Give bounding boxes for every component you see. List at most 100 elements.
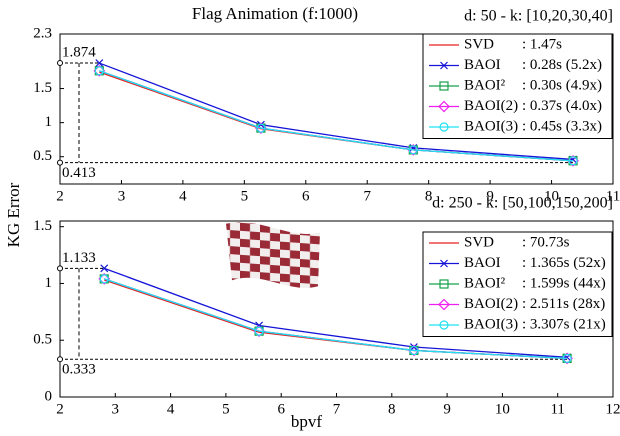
marker-stroke: [440, 61, 448, 70]
marker: [100, 264, 109, 273]
marker-shape: [94, 66, 104, 76]
x-tick-label: 7: [363, 188, 371, 204]
legend-label: SVD: [464, 234, 494, 250]
marker: [568, 156, 578, 166]
y-tick-label: 1.5: [33, 218, 52, 234]
series-line: [104, 278, 568, 360]
legend-label: BAOI²: [464, 275, 506, 291]
marker: [439, 320, 449, 330]
marker: [440, 259, 448, 268]
legend-label: BAOI²: [464, 77, 506, 93]
marker: [562, 353, 572, 363]
x-tick-label: 6: [277, 401, 285, 417]
legend-label: BAOI(3): [464, 118, 518, 134]
legend-timing: : 3.307s (21x): [522, 316, 606, 332]
marker-shape: [439, 122, 449, 132]
legend-timing: : 0.37s (4.0x): [522, 98, 602, 114]
x-tick-label: 9: [443, 401, 451, 417]
legend-timing: : 70.73s: [522, 234, 570, 250]
marker: [408, 145, 418, 155]
y-tick-label: 1.5: [33, 80, 52, 96]
marker: [438, 298, 450, 311]
marker: [440, 61, 448, 70]
legend-timing: : 1.47s: [522, 36, 562, 52]
annotation-label: 0.333: [62, 362, 96, 378]
x-tick-label: 5: [241, 188, 249, 204]
flag-image: [226, 222, 320, 288]
y-axis-label: KG Error: [4, 182, 23, 247]
y-tick-label: 0.5: [33, 148, 52, 164]
x-tick-label: 6: [302, 188, 310, 204]
annotation-dot: [57, 159, 63, 166]
x-tick-label: 9: [486, 188, 494, 204]
legend-label: BAOI: [464, 255, 501, 271]
marker-stroke: [100, 264, 109, 273]
marker: [438, 100, 450, 113]
y-tick-label: 0.5: [33, 332, 52, 348]
x-tick-label: 11: [606, 188, 620, 204]
y-tick-label: 0: [45, 388, 53, 404]
marker: [95, 59, 104, 67]
plot-frame: [59, 33, 614, 185]
annotation-label: 0.413: [62, 165, 96, 181]
marker: [99, 274, 109, 284]
annotation-dot: [57, 60, 63, 67]
x-tick-label: 5: [222, 401, 230, 417]
legend-timing: : 2.511s (28x): [522, 296, 605, 312]
legend-label: BAOI: [464, 57, 501, 73]
marker-stroke: [440, 259, 448, 268]
marker: [256, 123, 266, 133]
subtitle: d: 50 - k: [10,20,30,40]: [464, 8, 613, 25]
marker: [409, 345, 419, 356]
marker-shape: [256, 123, 266, 133]
annotation-dot: [57, 265, 63, 272]
x-tick-label: 8: [388, 401, 396, 417]
x-tick-label: 3: [112, 401, 120, 417]
marker: [254, 326, 264, 336]
series-line: [104, 267, 568, 358]
x-tick-label: 12: [606, 401, 620, 417]
legend-label: BAOI(3): [464, 316, 518, 332]
legend-timing: : 1.599s (44x): [522, 275, 606, 291]
marker-shape: [439, 279, 449, 289]
legend-timing: : 0.28s (5.2x): [522, 57, 602, 73]
x-tick-label: 4: [179, 188, 187, 204]
x-tick-label: 7: [333, 401, 341, 417]
series-line: [99, 70, 574, 162]
legend-timing: : 0.30s (4.9x): [522, 77, 602, 93]
marker-shape: [99, 274, 109, 284]
y-tick-label: 1: [45, 275, 53, 291]
marker: [439, 279, 449, 289]
x-tick-label: 2: [56, 401, 64, 417]
x-tick-label: 11: [550, 401, 564, 417]
marker-shape: [438, 298, 450, 311]
marker-shape: [562, 353, 572, 363]
marker-shape: [439, 81, 449, 91]
legend-timing: : 0.45s (3.3x): [522, 118, 602, 134]
marker: [439, 122, 449, 132]
subtitle: d: 250 - k: [50,100,150,200]: [432, 195, 613, 212]
x-tick-label: 4: [167, 401, 175, 417]
x-tick-label: 10: [495, 401, 510, 417]
x-tick-label: 8: [425, 188, 433, 204]
x-tick-label: 2: [56, 188, 64, 204]
annotation-label: 1.874: [62, 44, 96, 60]
annotation-label: 1.133: [62, 250, 96, 266]
marker: [439, 81, 449, 91]
chart-title: Flag Animation (f:1000): [192, 4, 358, 23]
legend-label: BAOI(2): [464, 98, 518, 114]
x-tick-label: 3: [118, 188, 126, 204]
marker: [94, 66, 104, 76]
x-tick-label: 10: [544, 188, 559, 204]
marker-shape: [254, 326, 264, 336]
series-line: [99, 62, 574, 161]
marker-shape: [568, 156, 578, 166]
marker-shape: [409, 345, 419, 356]
y-tick-label: 2.3: [33, 25, 52, 41]
marker-stroke: [95, 59, 104, 67]
legend-label: SVD: [464, 36, 494, 52]
y-tick-label: 1: [45, 114, 53, 130]
marker-shape: [439, 320, 449, 330]
marker-shape: [408, 145, 418, 155]
